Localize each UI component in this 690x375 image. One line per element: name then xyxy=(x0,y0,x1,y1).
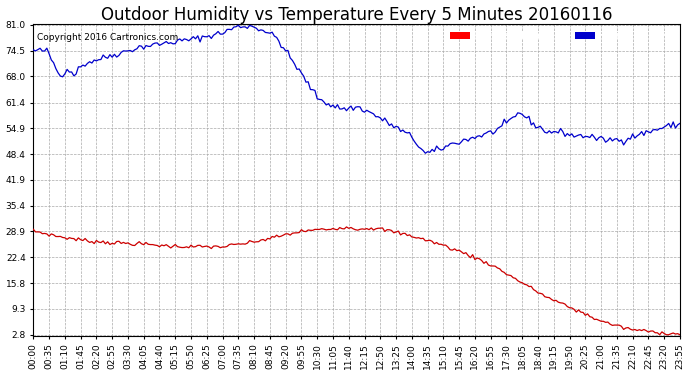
Legend: Temperature  (°F), Humidity  (%): Temperature (°F), Humidity (%) xyxy=(448,28,675,42)
Text: Copyright 2016 Cartronics.com: Copyright 2016 Cartronics.com xyxy=(37,33,178,42)
Title: Outdoor Humidity vs Temperature Every 5 Minutes 20160116: Outdoor Humidity vs Temperature Every 5 … xyxy=(101,6,613,24)
